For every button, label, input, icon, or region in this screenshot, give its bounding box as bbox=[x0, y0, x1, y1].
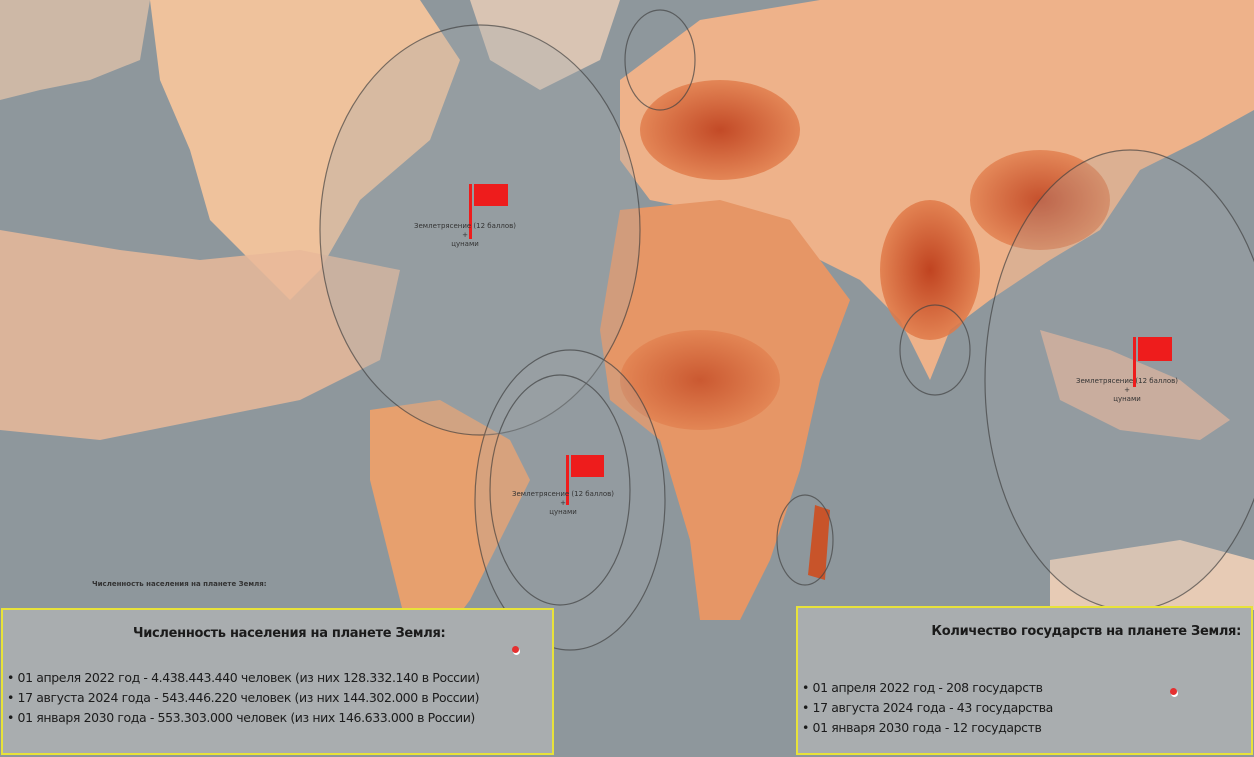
africa-dense bbox=[620, 330, 780, 430]
map-caption: Численность населения на планете Земля: bbox=[92, 580, 267, 588]
south-america bbox=[370, 400, 530, 640]
list-item: 01 апреля 2022 год - 4.438.443.440 челов… bbox=[7, 668, 480, 688]
marker-label: Землетрясение (12 баллов) + цунами bbox=[508, 490, 618, 517]
list-item: 01 апреля 2022 год - 208 государств bbox=[802, 678, 1053, 698]
alaska bbox=[0, 0, 150, 100]
madagascar bbox=[808, 505, 830, 580]
flag-icon[interactable] bbox=[1133, 337, 1172, 387]
states-panel: Количество государств на планете Земля: … bbox=[796, 606, 1253, 755]
states-title: Количество государств на планете Земля: bbox=[931, 624, 1241, 639]
states-list: 01 апреля 2022 год - 208 государств 17 а… bbox=[802, 678, 1054, 738]
flag-icon[interactable] bbox=[566, 455, 604, 505]
list-item: 01 января 2030 года - 12 государств bbox=[802, 718, 1053, 738]
mouse-cursor-icon bbox=[1170, 688, 1177, 695]
mouse-cursor-icon bbox=[512, 646, 519, 653]
impact-circles bbox=[319, 9, 1254, 651]
eurasia bbox=[620, 0, 1254, 380]
europe-dense bbox=[640, 80, 800, 180]
list-item: 01 января 2030 года - 553.303.000 челове… bbox=[7, 708, 480, 728]
marker-label: Землетрясение (12 баллов) + цунами bbox=[410, 222, 520, 249]
population-list: 01 апреля 2022 год - 4.438.443.440 челов… bbox=[7, 668, 480, 728]
marker-label-line1: Землетрясение (12 баллов) + bbox=[414, 222, 516, 239]
greenland bbox=[470, 0, 620, 90]
marker-label-line1: Землетрясение (12 баллов) + bbox=[1076, 377, 1178, 394]
marker-label-line2: цунами bbox=[451, 240, 479, 248]
flag-icon[interactable] bbox=[469, 184, 508, 239]
marker-label-line2: цунами bbox=[1113, 395, 1141, 403]
population-panel: Численность населения на планете Земля: … bbox=[1, 608, 554, 755]
marker-label-line2: цунами bbox=[549, 508, 577, 516]
marker-label-line1: Землетрясение (12 баллов) + bbox=[512, 490, 614, 507]
glare bbox=[0, 230, 400, 440]
population-title: Численность населения на планете Земля: bbox=[133, 626, 446, 641]
india-dense bbox=[880, 200, 980, 340]
australia bbox=[1050, 540, 1254, 610]
list-item: 17 августа 2024 года - 543.446.220 челов… bbox=[7, 688, 480, 708]
marker-label: Землетрясение (12 баллов) + цунами bbox=[1072, 377, 1182, 404]
north-america bbox=[150, 0, 460, 300]
list-item: 17 августа 2024 года - 43 государства bbox=[802, 698, 1054, 718]
